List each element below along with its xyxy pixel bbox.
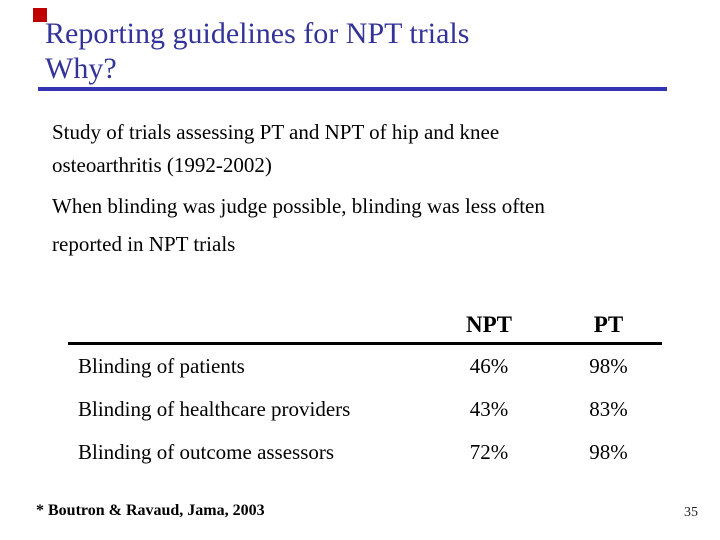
citation-footnote: * Boutron & Ravaud, Jama, 2003 bbox=[36, 502, 265, 519]
page-number: 35 bbox=[684, 505, 698, 520]
body-paragraph-1: Study of trials assessing PT and NPT of … bbox=[52, 116, 545, 182]
title-line-1: Reporting guidelines for NPT trials bbox=[45, 17, 470, 50]
accent-square-decoration bbox=[33, 8, 47, 22]
row-npt-value: 46% bbox=[469, 354, 509, 378]
body-line: osteoarthritis (1992-2002) bbox=[52, 153, 272, 177]
slide-title: Reporting guidelines for NPT trials Why? bbox=[45, 16, 469, 86]
body-paragraph-2: When blinding was judge possible, blindi… bbox=[52, 187, 545, 263]
body-text: Study of trials assessing PT and NPT of … bbox=[52, 116, 545, 263]
row-label: Blinding of patients bbox=[78, 354, 245, 378]
title-underline-rule bbox=[38, 87, 667, 91]
table-row: Blinding of outcome assessors 72% 98% bbox=[68, 431, 662, 474]
row-label: Blinding of healthcare providers bbox=[78, 397, 351, 421]
row-pt-value: 83% bbox=[589, 397, 628, 421]
table-header-npt: NPT bbox=[466, 312, 512, 337]
row-pt-value: 98% bbox=[589, 354, 628, 378]
body-line: Study of trials assessing PT and NPT of … bbox=[52, 120, 500, 144]
results-table: NPT PT Blinding of patients 46% 98% Blin… bbox=[68, 294, 662, 474]
row-label: Blinding of outcome assessors bbox=[78, 440, 335, 464]
body-line: When blinding was judge possible, blindi… bbox=[52, 194, 545, 218]
row-npt-value: 72% bbox=[469, 440, 509, 464]
title-line-2: Why? bbox=[45, 52, 117, 85]
table-header-row: NPT PT bbox=[68, 294, 662, 345]
table-row: Blinding of patients 46% 98% bbox=[68, 345, 662, 388]
row-pt-value: 98% bbox=[589, 440, 628, 464]
table-row: Blinding of healthcare providers 43% 83% bbox=[68, 388, 662, 431]
row-npt-value: 43% bbox=[469, 397, 509, 421]
table-header-pt: PT bbox=[593, 312, 624, 337]
body-line: reported in NPT trials bbox=[52, 232, 236, 256]
